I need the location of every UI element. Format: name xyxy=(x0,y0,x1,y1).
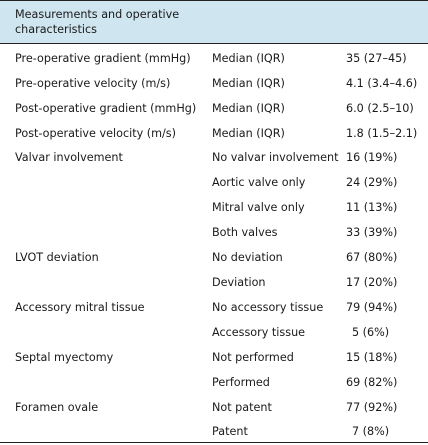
table-row: Pre-operative gradient (mmHg) Median (IQ… xyxy=(0,46,428,71)
table-row: Performed 69 (82%) xyxy=(0,370,428,395)
statistic-cell: No accessory tissue xyxy=(212,301,324,314)
table-row: Mitral valve only 11 (13%) xyxy=(0,195,428,220)
statistic-cell: Deviation xyxy=(212,276,266,289)
table-row: Patent 7 (8%) xyxy=(0,419,428,444)
value-cell: 33 (39%) xyxy=(346,226,398,239)
table-row: Post-operative gradient (mmHg) Median (I… xyxy=(0,96,428,121)
statistic-cell: Both valves xyxy=(212,226,278,239)
measure-cell: Pre-operative velocity (m/s) xyxy=(15,77,171,90)
table-header-title: Measurements and operative characteristi… xyxy=(15,8,180,36)
table-header: Measurements and operative characteristi… xyxy=(0,0,428,44)
value-cell: 11 (13%) xyxy=(346,201,398,214)
measure-cell: Valvar involvement xyxy=(15,151,123,164)
table-bottom-rule xyxy=(0,442,428,443)
statistic-cell: Mitral valve only xyxy=(212,201,305,214)
measure-cell: Septal myectomy xyxy=(15,351,114,364)
statistic-cell: Median (IQR) xyxy=(212,52,285,65)
measure-cell: LVOT deviation xyxy=(15,251,99,264)
value-cell: 77 (92%) xyxy=(346,401,398,414)
value-cell: 5 (6%) xyxy=(352,326,390,339)
statistic-cell: Not patent xyxy=(212,401,272,414)
table-row: LVOT deviation No deviation 67 (80%) xyxy=(0,245,428,270)
value-cell: 17 (20%) xyxy=(346,276,398,289)
measure-cell: Foramen ovale xyxy=(15,401,99,414)
measure-cell: Post-operative gradient (mmHg) xyxy=(15,102,197,115)
table-row: Aortic valve only 24 (29%) xyxy=(0,170,428,195)
value-cell: 16 (19%) xyxy=(346,151,398,164)
table-row: Valvar involvement No valvar involvement… xyxy=(0,145,428,170)
value-cell: 69 (82%) xyxy=(346,376,398,389)
statistic-cell: No valvar involvement xyxy=(212,151,339,164)
statistic-cell: Median (IQR) xyxy=(212,127,285,140)
statistic-cell: Aortic valve only xyxy=(212,176,306,189)
value-cell: 1.8 (1.5–2.1) xyxy=(346,127,418,140)
table-row: Deviation 17 (20%) xyxy=(0,270,428,295)
measure-cell: Accessory mitral tissue xyxy=(15,301,145,314)
statistic-cell: Median (IQR) xyxy=(212,77,285,90)
measure-cell: Post-operative velocity (m/s) xyxy=(15,127,176,140)
statistic-cell: Performed xyxy=(212,376,270,389)
table-row: Post-operative velocity (m/s) Median (IQ… xyxy=(0,121,428,146)
value-cell: 67 (80%) xyxy=(346,251,398,264)
table-row: Accessory tissue 5 (6%) xyxy=(0,320,428,345)
value-cell: 6.0 (2.5–10) xyxy=(346,102,414,115)
statistic-cell: No deviation xyxy=(212,251,283,264)
value-cell: 7 (8%) xyxy=(352,425,390,438)
value-cell: 15 (18%) xyxy=(346,351,398,364)
table-row: Septal myectomy Not performed 15 (18%) xyxy=(0,345,428,370)
measure-cell: Pre-operative gradient (mmHg) xyxy=(15,52,191,65)
statistic-cell: Patent xyxy=(212,425,248,438)
value-cell: 79 (94%) xyxy=(346,301,398,314)
table-row: Foramen ovale Not patent 77 (92%) xyxy=(0,395,428,420)
table-row: Both valves 33 (39%) xyxy=(0,220,428,245)
table-row: Pre-operative velocity (m/s) Median (IQR… xyxy=(0,71,428,96)
table-row: Accessory mitral tissue No accessory tis… xyxy=(0,295,428,320)
statistic-cell: Accessory tissue xyxy=(212,326,306,339)
statistic-cell: Median (IQR) xyxy=(212,102,285,115)
statistic-cell: Not performed xyxy=(212,351,294,364)
value-cell: 4.1 (3.4–4.6) xyxy=(346,77,418,90)
value-cell: 24 (29%) xyxy=(346,176,398,189)
value-cell: 35 (27–45) xyxy=(346,52,407,65)
